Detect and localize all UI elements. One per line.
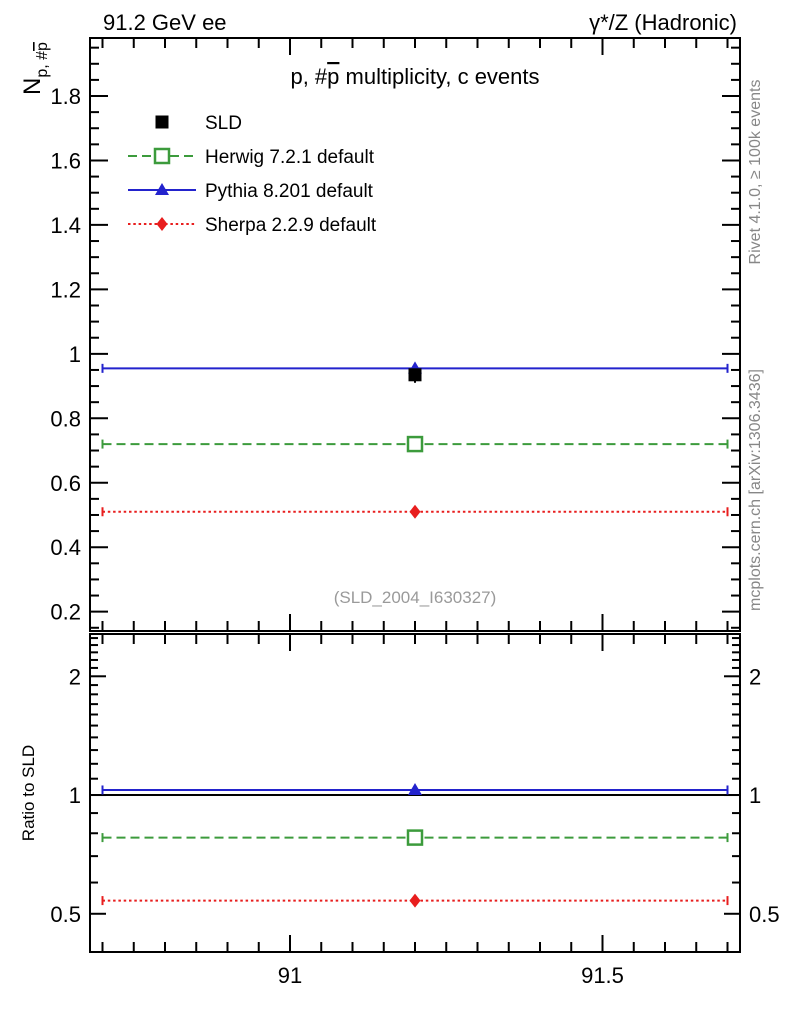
legend-item: Sherpa 2.2.9 default xyxy=(128,215,377,236)
main-y-tick-label: 1 xyxy=(69,342,81,367)
main-y-tick-label: 1.6 xyxy=(50,148,81,173)
caption-rivet-version: Rivet 4.1.0, ≥ 100k events xyxy=(747,80,764,265)
main-y-tick-label: 0.4 xyxy=(50,535,81,560)
legend-marker xyxy=(155,115,169,129)
sherpa-ratio-marker xyxy=(409,893,421,908)
legend-item: Pythia 8.201 default xyxy=(128,181,374,202)
ratio-y-tick-label-right: 2 xyxy=(749,664,761,689)
caption-mcplots-arxiv: mcplots.cern.ch [arXiv:1306.3436] xyxy=(747,369,764,611)
legend-label: Pythia 8.201 default xyxy=(205,181,374,202)
chart-layer: 91 91.5 0.2 0.4 0.6 0.8 1 1.2 1.4 1.6 1.8 0.5 0.5 1 1 2… xyxy=(50,37,780,988)
diamond-filled-legend-icon xyxy=(156,217,168,231)
legend-marker xyxy=(156,217,168,231)
square-filled-legend-icon xyxy=(155,115,169,129)
ratio-y-tick-label-left: 1 xyxy=(69,783,81,808)
ratio-y-tick-label-right: 0.5 xyxy=(749,902,780,927)
legend-item: Herwig 7.2.1 default xyxy=(128,147,375,168)
legend: SLD Herwig 7.2.1 default Pythia 8.201 defa… xyxy=(128,113,377,236)
sherpa-marker xyxy=(409,504,421,519)
square-open-legend-icon xyxy=(153,147,171,165)
legend-marker xyxy=(153,147,171,165)
analysis-id-watermark: (SLD_2004_I630327) xyxy=(334,588,497,607)
header-process-label: γ*/Z (Hadronic) xyxy=(589,10,737,35)
legend-label: SLD xyxy=(205,113,242,134)
main-y-tick-label: 0.6 xyxy=(50,471,81,496)
pythia-ratio-marker xyxy=(408,782,422,795)
sld-marker xyxy=(408,368,422,382)
plot-title: p, #p multiplicity, c events xyxy=(290,64,539,89)
main-panel-frame xyxy=(89,37,741,632)
ratio-y-tick-label-right: 1 xyxy=(749,783,761,808)
legend-item: SLD xyxy=(155,113,242,134)
main-y-axis-title: Np, #p xyxy=(19,42,51,95)
main-y-tick-label: 1.2 xyxy=(50,277,81,302)
legend-marker xyxy=(155,183,169,195)
main-y-tick-label: 1.8 xyxy=(50,84,81,109)
legend-label: Herwig 7.2.1 default xyxy=(205,147,375,168)
ratio-y-tick-label-left: 2 xyxy=(69,664,81,689)
main-y-tick-label: 0.8 xyxy=(50,406,81,431)
x-tick-label: 91.5 xyxy=(581,963,624,988)
main-y-tick-label: 1.4 xyxy=(50,213,81,238)
main-y-tick-label: 0.2 xyxy=(50,600,81,625)
ratio-y-tick-label-left: 0.5 xyxy=(50,902,81,927)
herwig-marker xyxy=(406,435,424,453)
header-energy-label: 91.2 GeV ee xyxy=(103,10,227,35)
herwig-ratio-marker xyxy=(406,829,424,846)
triangle-filled-legend-icon xyxy=(155,183,169,195)
legend-label: Sherpa 2.2.9 default xyxy=(205,215,377,236)
x-tick-label: 91 xyxy=(278,963,302,988)
ratio-y-axis-title: Ratio to SLD xyxy=(19,745,38,841)
